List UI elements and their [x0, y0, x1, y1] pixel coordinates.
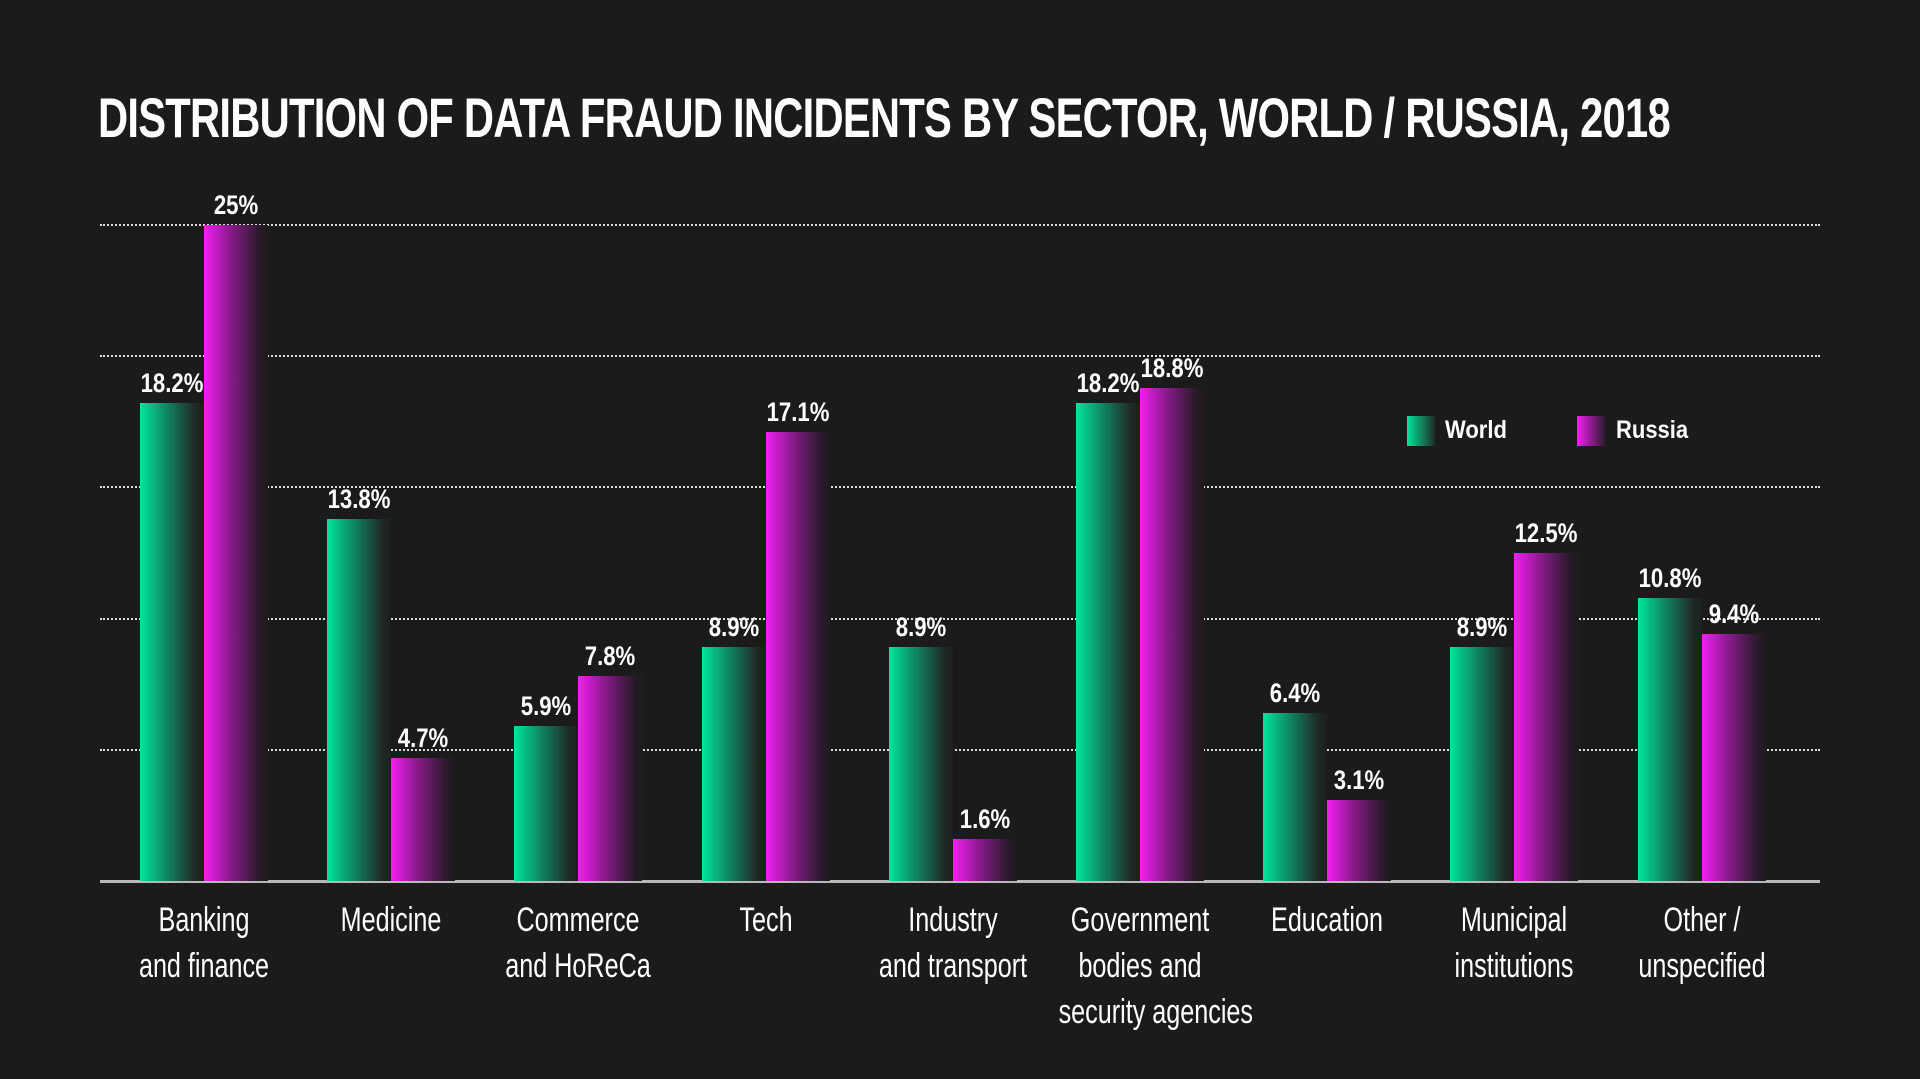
- category-label-line: and HoReCa: [505, 947, 652, 985]
- x-axis-line: [100, 880, 1820, 883]
- world-value-label: 8.9%: [708, 612, 759, 643]
- category-label-line: Municipal: [1461, 901, 1568, 939]
- gridline: [100, 749, 1820, 751]
- russia-bar: [765, 432, 830, 881]
- russia-value-label: 12.5%: [1515, 518, 1578, 548]
- category-label-line: security agencies: [1058, 993, 1253, 1031]
- category-label-line: Government: [1070, 901, 1210, 939]
- world-value-label: 6.4%: [1269, 678, 1321, 709]
- world-bar: [327, 518, 392, 881]
- russia-bar: [1140, 387, 1204, 881]
- russia-bar: [1514, 553, 1579, 881]
- gridline: [100, 224, 1820, 226]
- category-label: Medicine: [310, 897, 473, 943]
- category-label-line: Tech: [739, 901, 793, 939]
- world-value-label: 18.2%: [1076, 368, 1140, 399]
- category-label-line: Education: [1271, 901, 1384, 939]
- world-bar: [701, 647, 766, 881]
- category-label: Banking and finance: [123, 897, 286, 989]
- category-label-line: Commerce: [516, 901, 640, 939]
- category-label: Tech: [684, 897, 847, 943]
- russia-bar: [204, 225, 268, 881]
- russia-value-label: 17.1%: [766, 397, 829, 428]
- category-label-line: and finance: [138, 947, 270, 985]
- world-bar: [1263, 713, 1328, 881]
- category-label: Industry and transport: [871, 897, 1034, 989]
- russia-value-label: 25%: [213, 190, 259, 220]
- world-value-label: 5.9%: [521, 691, 572, 722]
- russia-value-label: 18.8%: [1140, 352, 1204, 383]
- category-label-line: Other /: [1663, 901, 1741, 939]
- russia-value-label: 4.7%: [397, 722, 449, 753]
- category-label-line: bodies and: [1078, 947, 1202, 985]
- legend-world-swatch: [1407, 416, 1435, 446]
- legend-russia-swatch: [1577, 416, 1605, 446]
- legend-world-label: World: [1445, 416, 1507, 444]
- world-bar: [1637, 597, 1702, 881]
- world-bar: [140, 403, 204, 881]
- world-value-label: 18.2%: [140, 368, 204, 399]
- world-value-label: 13.8%: [327, 483, 391, 514]
- category-label: Commerce and HoReCa: [497, 897, 660, 989]
- world-bar: [514, 726, 579, 881]
- russia-bar: [952, 839, 1017, 881]
- russia-bar: [391, 757, 456, 881]
- chart-title: DISTRIBUTION OF DATA FRAUD INCIDENTS BY …: [98, 86, 1671, 149]
- world-bar: [1076, 403, 1140, 881]
- category-label-line: Industry: [908, 901, 998, 939]
- russia-value-label: 9.4%: [1708, 599, 1759, 630]
- category-label-line: Medicine: [340, 901, 442, 939]
- world-value-label: 8.9%: [1457, 612, 1508, 643]
- gridline: [100, 618, 1820, 620]
- russia-value-label: 7.8%: [585, 641, 636, 672]
- category-label: Municipal institutions: [1433, 897, 1596, 989]
- category-label-line: and transport: [878, 947, 1027, 985]
- russia-bar: [578, 676, 643, 881]
- gridline: [100, 486, 1820, 488]
- russia-bar: [1701, 634, 1766, 881]
- category-label: Government bodies and security agencies: [1058, 897, 1253, 1035]
- category-label: Education: [1246, 897, 1409, 943]
- legend-russia-label: Russia: [1616, 416, 1689, 444]
- category-label-line: institutions: [1454, 947, 1574, 985]
- world-bar: [1450, 647, 1515, 881]
- category-label-line: Banking: [158, 901, 250, 939]
- world-value-label: 8.9%: [895, 612, 947, 643]
- gridline: [100, 355, 1820, 357]
- russia-value-label: 1.6%: [959, 804, 1011, 835]
- category-label: Other / unspecified: [1620, 897, 1783, 989]
- russia-value-label: 3.1%: [1333, 764, 1385, 795]
- world-value-label: 10.8%: [1638, 562, 1701, 593]
- world-bar: [888, 647, 953, 881]
- russia-bar: [1327, 799, 1392, 881]
- category-label-line: unspecified: [1637, 947, 1766, 985]
